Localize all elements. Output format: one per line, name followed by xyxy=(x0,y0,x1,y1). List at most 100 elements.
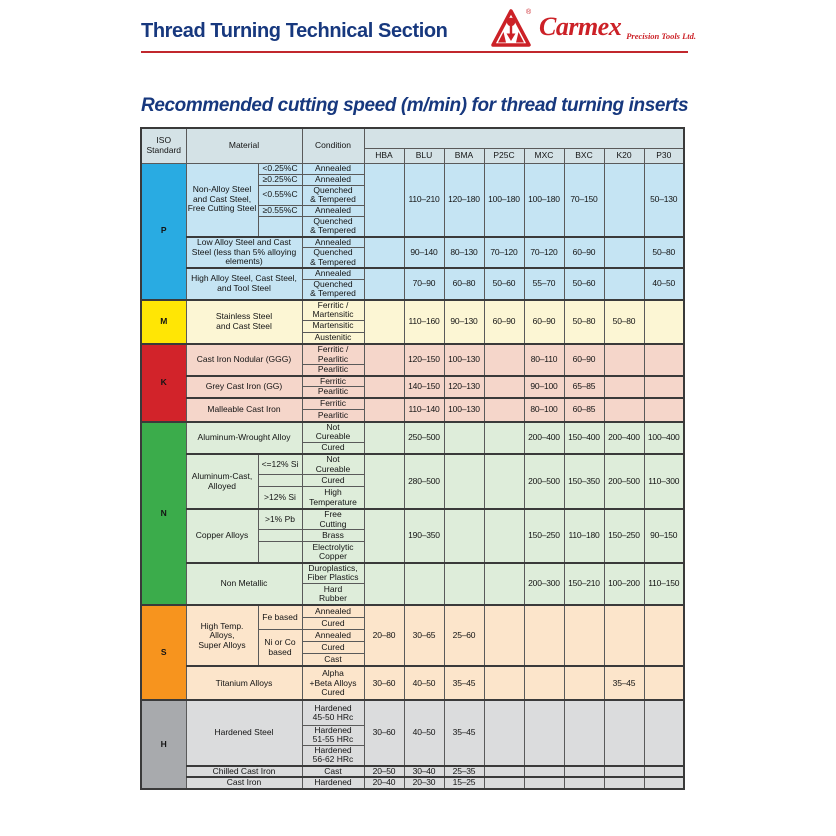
material-cell: Cast Iron xyxy=(185,776,303,790)
speed-value-cell: 100–180 xyxy=(523,162,565,238)
speed-value-cell: 120–180 xyxy=(443,162,485,238)
iso-letter-cell: K xyxy=(140,343,187,423)
table-row: Electrolytic Copper xyxy=(141,541,684,564)
speed-value-cell xyxy=(483,776,525,790)
condition-cell: Pearlitic xyxy=(301,364,365,377)
speed-value-cell xyxy=(363,162,405,238)
speed-value-cell xyxy=(523,699,565,767)
speed-value-cell xyxy=(483,396,525,423)
speed-value-cell: 30–60 xyxy=(363,699,405,767)
speed-value-cell: 150–250 xyxy=(603,507,645,564)
speed-value-cell xyxy=(643,343,685,377)
brand-name: Carmex xyxy=(539,12,622,41)
speed-value-cell xyxy=(643,776,685,790)
speed-value-cell: 50–130 xyxy=(643,162,685,238)
table-row: Aluminum-Cast, Alloyed <=12% Si Not Cureab… xyxy=(141,453,685,510)
material-subtype-cell: >1% Pb xyxy=(257,507,303,531)
speed-value-cell: 60–90 xyxy=(563,343,605,377)
speed-value-cell: 150–210 xyxy=(563,561,605,606)
speed-value-cell xyxy=(603,267,645,301)
table-row: Titanium Alloys Alpha +Beta Alloys Cured 3… xyxy=(141,665,685,701)
speed-value-cell: 100–130 xyxy=(443,396,485,423)
material-cell: Copper Alloys xyxy=(185,507,259,564)
table-row: High Alloy Steel, Cast Steel, and Tool S… xyxy=(141,267,685,301)
condition-cell: Annealed xyxy=(301,204,365,217)
condition-cell: Annealed xyxy=(301,162,365,175)
speed-value-cell xyxy=(443,507,485,564)
speed-value-cell xyxy=(363,507,405,564)
material-cell: Titanium Alloys xyxy=(185,665,303,701)
table-row: Non Metallic Duroplastics, Fiber Plastics… xyxy=(141,561,685,606)
table-row: Cast Iron Hardened 20–40 20–30 15–25 xyxy=(141,776,685,790)
speed-value-cell xyxy=(483,699,525,767)
speed-value-cell: 30–65 xyxy=(403,604,445,667)
material-subtype-cell xyxy=(257,215,303,238)
speed-value-cell: 100–200 xyxy=(603,561,645,606)
speed-value-cell: 90–130 xyxy=(443,298,485,345)
speed-value-cell xyxy=(403,561,445,606)
table-row: Hard Rubber xyxy=(141,582,684,606)
speed-value-cell: 40–50 xyxy=(403,699,445,767)
speed-value-cell: 250–500 xyxy=(403,420,445,455)
carmex-logo-icon: ® xyxy=(491,8,532,47)
material-subtype-cell: ≥0.25%C xyxy=(257,173,303,186)
condition-cell: Annealed xyxy=(301,628,365,642)
material-subtype-cell xyxy=(257,474,303,488)
speed-value-cell xyxy=(443,420,485,455)
speed-value-cell xyxy=(363,374,405,399)
speed-value-cell: 70–120 xyxy=(483,235,525,269)
table-row: ISO Standard Material Condition xyxy=(140,127,685,164)
speed-value-cell: 80–100 xyxy=(523,396,565,423)
condition-cell: Cured xyxy=(301,474,365,488)
iso-letter-cell: P xyxy=(140,162,187,301)
speed-value-cell xyxy=(603,374,645,399)
material-cell: High Temp. Alloys, Super Alloys xyxy=(185,604,259,667)
speed-value-cell: 30–60 xyxy=(363,665,405,701)
table-row: P Non-Alloy Steel and Cast Steel, Free Cu… xyxy=(140,162,685,301)
speed-value-cell: 200–300 xyxy=(523,561,565,606)
material-subtype-cell: <0.25%C xyxy=(257,162,303,175)
speed-value-cell xyxy=(443,561,485,606)
material-cell: Malleable Cast Iron xyxy=(185,396,303,423)
condition-cell: Cured xyxy=(301,640,365,654)
speed-value-cell: 40–50 xyxy=(643,267,685,301)
speed-value-cell: 90–100 xyxy=(523,374,565,399)
table-row: Low Alloy Steel and Cast Steel (less tha… xyxy=(141,235,685,269)
speed-value-cell xyxy=(483,665,525,701)
cutting-speed-table: ISO Standard Material Condition HBA BLU BMA P2… xyxy=(140,127,685,790)
condition-cell: Pearlitic xyxy=(301,386,365,399)
condition-cell: Ferritic xyxy=(301,396,365,411)
speed-value-cell: 70–120 xyxy=(523,235,565,269)
speed-value-cell xyxy=(483,561,525,606)
speed-value-cell: 100–400 xyxy=(643,420,685,455)
speed-value-cell: 15–25 xyxy=(443,776,485,790)
condition-cell: Hardened 45-50 HRc xyxy=(301,699,365,726)
speed-value-cell: 50–80 xyxy=(643,235,685,269)
material-cell: Grey Cast Iron (GG) xyxy=(185,374,303,399)
table-row: ≥0.25%C Annealed xyxy=(141,173,684,186)
table-row: Brass xyxy=(141,529,684,543)
speed-value-cell xyxy=(483,764,525,778)
iso-letter-cell: N xyxy=(140,420,187,606)
table-header-cell: Material xyxy=(185,127,303,164)
table-row: Cured xyxy=(141,616,684,630)
table-row: Chilled Cast Iron Cast 20–50 30–40 25–35 xyxy=(141,764,685,778)
speed-value-cell: 60–90 xyxy=(563,235,605,269)
table-header-cell: ISO Standard xyxy=(140,127,187,164)
speed-value-cell: 100–130 xyxy=(443,343,485,377)
speed-value-cell: 200–400 xyxy=(523,420,565,455)
speed-value-cell xyxy=(643,699,685,767)
speed-value-cell xyxy=(523,764,565,778)
speed-value-cell xyxy=(363,235,405,269)
material-cell: Low Alloy Steel and Cast Steel (less tha… xyxy=(185,235,303,269)
speed-value-cell: 200–400 xyxy=(603,420,645,455)
page-title: Recommended cutting speed (m/min) for th… xyxy=(141,95,689,116)
table-row: Copper Alloys >1% Pb Free Cutting 190–350 15… xyxy=(141,507,685,564)
speed-value-cell xyxy=(643,665,685,701)
speed-value-cell xyxy=(603,162,645,238)
table-row: Quenched & Tempered xyxy=(141,215,684,238)
material-subtype-cell xyxy=(257,529,303,543)
speed-value-cell: 60–80 xyxy=(443,267,485,301)
speed-value-cell: 35–45 xyxy=(603,665,645,701)
table-row: H Hardened Steel Hardened 45-50 HRc 30–60 40… xyxy=(140,699,685,790)
